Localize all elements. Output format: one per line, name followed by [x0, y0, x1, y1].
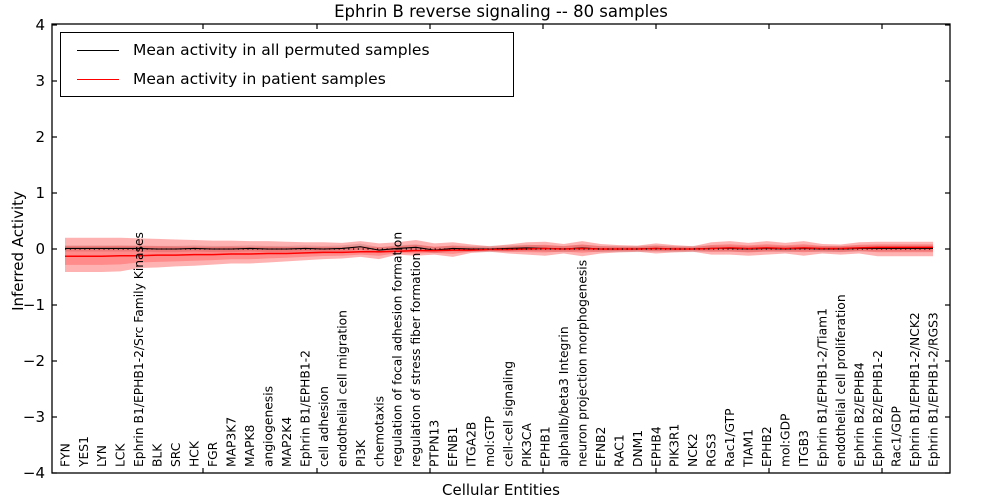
x-category-label: cell adhesion [317, 386, 331, 467]
x-category-label: HCK [188, 440, 202, 467]
legend-entry-permuted: Mean activity in all permuted samples [61, 36, 513, 64]
x-category-label: Ephrin B1/EPHB1-2 [298, 350, 312, 467]
x-category-label: EPHB1 [538, 426, 552, 467]
x-category-label: alphaIIb/beta3 Integrin [557, 326, 571, 467]
x-category-label: LCK [114, 443, 128, 467]
x-category-label: Ephrin B1/EPHB1-2/Src Family Kinases [132, 232, 146, 467]
x-category-label: cell-cell signaling [502, 361, 516, 467]
x-category-label: SRC [169, 443, 183, 467]
x-category-label: Ephrin B2/EPHB1-2 [871, 350, 885, 467]
x-category-label: mol:GTP [483, 416, 497, 467]
y-tick-label: 2 [35, 128, 45, 146]
x-category-label: RAC1 [612, 434, 626, 467]
x-category-label: DNM1 [631, 430, 645, 467]
x-category-label: Ephrin B1/EPHB1-2/RGS3 [926, 312, 940, 467]
x-category-label: NCK2 [686, 433, 700, 467]
x-category-label: Ephrin B2/EPHB4 [852, 362, 866, 467]
x-category-label: RGS3 [705, 433, 719, 467]
legend-label-permuted: Mean activity in all permuted samples [133, 41, 430, 59]
y-axis-label: Inferred Activity [9, 191, 27, 311]
patient-mean-line [65, 246, 933, 258]
x-category-label: FYN [58, 443, 72, 467]
x-category-label: EPHB2 [760, 426, 774, 467]
x-category-label: ITGA2B [465, 422, 479, 467]
y-tick-label: −1 [23, 296, 45, 314]
patient-band-outer [65, 237, 933, 272]
x-category-label: neuron projection morphogenesis [575, 260, 589, 467]
x-category-label: EFNB1 [446, 427, 460, 467]
y-tick-label: −3 [23, 408, 45, 426]
x-category-label: MAPK8 [243, 425, 257, 467]
x-category-label: chemotaxis [372, 396, 386, 467]
x-category-label: regulation of stress fiber formation [409, 253, 423, 467]
x-category-label: PI3K [354, 439, 368, 467]
y-tick-label: 0 [35, 240, 45, 258]
x-category-label: Rac1/GDP [889, 406, 903, 467]
x-category-label: EPHB4 [649, 426, 663, 467]
x-category-label: ITGB3 [797, 430, 811, 467]
y-tick-label: −2 [23, 352, 45, 370]
x-axis-label: Cellular Entities [442, 481, 560, 499]
x-category-label: Rac1/GTP [723, 408, 737, 467]
x-category-label: LYN [95, 445, 109, 467]
legend-box: Mean activity in all permuted samples Me… [60, 32, 514, 97]
x-category-label: regulation of focal adhesion formation [391, 232, 405, 467]
x-category-label: MAP2K4 [280, 417, 294, 467]
x-category-label: BLK [151, 443, 165, 467]
x-category-label: EFNB2 [594, 427, 608, 467]
y-tick-label: 3 [35, 72, 45, 90]
x-category-label: angiogenesis [261, 386, 275, 467]
chart-title: Ephrin B reverse signaling -- 80 samples [334, 2, 668, 21]
x-category-label: Ephrin B1/EPHB1-2/Tiam1 [815, 308, 829, 467]
x-category-label: Ephrin B1/EPHB1-2/NCK2 [908, 312, 922, 467]
legend-entry-patient: Mean activity in patient samples [61, 65, 513, 93]
x-category-label: YES1 [77, 436, 91, 468]
x-category-label: PIK3R1 [668, 424, 682, 467]
x-category-label: endothelial cell migration [335, 310, 349, 467]
permuted-line-swatch [77, 49, 119, 51]
x-category-label: endothelial cell proliferation [834, 294, 848, 467]
x-category-label: FGR [206, 441, 220, 467]
patient-line-swatch [77, 78, 119, 80]
y-tick-label: −4 [23, 464, 45, 482]
x-category-label: MAP3K7 [225, 417, 239, 467]
x-category-label: PIK3CA [520, 422, 534, 467]
y-tick-label: 4 [35, 16, 45, 34]
x-category-label: PTPN13 [428, 420, 442, 467]
x-category-label: mol:GDP [779, 414, 793, 467]
legend-label-patient: Mean activity in patient samples [133, 70, 386, 88]
x-category-label: TIAM1 [742, 429, 756, 468]
y-tick-label: 1 [35, 184, 45, 202]
